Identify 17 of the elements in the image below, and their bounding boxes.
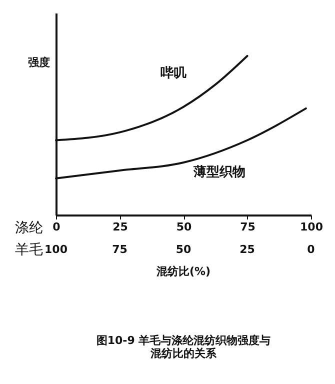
- x-tick-label: 25: [112, 220, 128, 234]
- x-tick-label: 50: [176, 220, 192, 234]
- x-tick-label: 0: [52, 220, 61, 234]
- y-axis-title: 强度: [28, 56, 50, 69]
- text: 羊毛: [15, 242, 43, 258]
- x-tick-label: 75: [240, 220, 256, 234]
- series-label: 薄型织物: [192, 164, 246, 180]
- text: 涤纶: [15, 220, 43, 236]
- series-label: 哔叽: [160, 66, 186, 81]
- x-tick-label: 100: [300, 220, 324, 234]
- x2-tick-label: 75: [112, 243, 128, 256]
- x2-tick-label: 100: [44, 243, 68, 256]
- x2-tick-label: 50: [176, 243, 192, 256]
- x2-tick-label: 25: [240, 243, 255, 256]
- text: 图10-9 羊毛与涤纶混纺织物强度与混纺比的关系: [96, 334, 271, 360]
- x2-tick-label: 0: [307, 243, 316, 256]
- x-axis-title: 混纺比(%): [155, 265, 211, 278]
